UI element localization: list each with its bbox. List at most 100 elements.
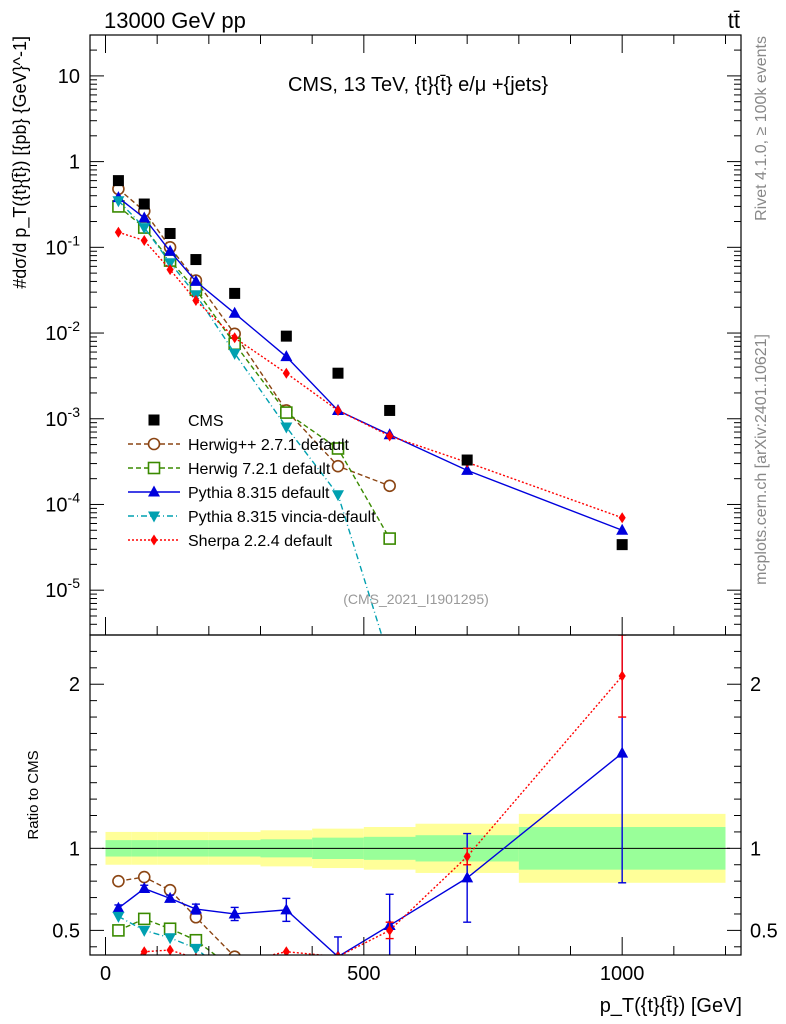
series-marker <box>383 532 396 545</box>
cms-point <box>190 254 202 266</box>
series-line <box>117 197 623 531</box>
legend-entry: Herwig 7.2.1 default <box>128 461 331 478</box>
series-marker <box>383 479 396 493</box>
header-left: 13000 GeV pp <box>104 8 246 33</box>
y-axis-label: #dσ/d p_T({t}{t̄}) [{pb} {GeV}^-1] <box>10 36 31 289</box>
cms-point <box>616 539 628 551</box>
legend-label: Sherpa 2.2.4 default <box>188 533 333 550</box>
series-marker <box>331 442 345 455</box>
series-line <box>118 231 623 519</box>
legend-entry: Pythia 8.315 default <box>128 485 330 502</box>
ratio-frame <box>89 634 742 956</box>
legend-label: CMS <box>188 413 224 430</box>
main-series <box>112 182 629 635</box>
legend-cms-marker <box>148 414 160 426</box>
ratio-marker <box>335 951 341 955</box>
y-tick-label: 1 <box>69 152 80 174</box>
legend-marker <box>150 534 158 546</box>
side-note-bottom: mcplots.cern.ch [arXiv:2401.10621] <box>753 334 770 585</box>
series-marker <box>112 196 125 208</box>
ratio-y-tick-label: 2 <box>69 674 80 696</box>
main-panel: 10 1 10-1 10-2 10-3 10-4 10-5 CMS, 13 TeV, {t}… <box>10 34 742 636</box>
series-marker <box>280 422 293 434</box>
series-marker <box>138 211 151 223</box>
ratio-series-line <box>117 752 623 955</box>
ratio-marker <box>112 901 125 913</box>
ratio-y-label: Ratio to CMS <box>25 750 42 839</box>
legend-entry: Pythia 8.315 vincia-default <box>128 509 376 526</box>
ratio-marker <box>112 924 125 937</box>
series-marker <box>140 235 148 247</box>
side-note-top: Rivet 4.1.0, ≥ 100k events <box>753 36 770 221</box>
series-marker <box>280 406 293 419</box>
series-marker <box>334 404 342 416</box>
cms-point <box>112 175 124 187</box>
y-tick-label: 10-4 <box>45 489 80 516</box>
cms-point <box>164 227 176 239</box>
series-marker <box>138 223 151 235</box>
legend-label: Pythia 8.315 vincia-default <box>188 509 376 526</box>
series-marker <box>386 430 394 442</box>
ratio-marker <box>163 922 177 936</box>
legend-label: Herwig++ 2.7.1 default <box>188 437 350 454</box>
series-marker <box>228 306 241 318</box>
ratio-marker <box>164 891 177 903</box>
ratio-y-tick-label-right: 1 <box>750 838 761 860</box>
y-tick-label: 10 <box>58 66 80 88</box>
ratio-series <box>112 635 629 955</box>
chart-title: CMS, 13 TeV, {t}{t̄} e/μ +{jets} <box>288 74 548 96</box>
ratio-marker <box>282 946 290 955</box>
analysis-watermark: (CMS_2021_I1901295) <box>343 591 489 607</box>
series-marker <box>192 294 200 306</box>
y-tick-label: 10-5 <box>45 575 80 602</box>
main-y-axis: 10 1 10-1 10-2 10-3 10-4 10-5 <box>45 34 741 636</box>
series-marker <box>332 490 344 502</box>
ratio-y-tick-label-right: 0.5 <box>750 920 778 942</box>
ratio-marker <box>618 670 626 682</box>
cms-point <box>332 367 344 379</box>
x-tick-label: 0 <box>100 963 111 985</box>
ratio-marker <box>228 950 241 955</box>
ratio-x-axis: 0 500 1000 <box>100 937 726 985</box>
cms-data-points <box>112 175 628 551</box>
ratio-marker <box>461 871 474 883</box>
y-tick-label: 10-1 <box>45 232 80 259</box>
series-marker <box>166 264 174 276</box>
ratio-marker <box>137 870 151 884</box>
header-right: tt̄ <box>728 8 740 33</box>
ratio-marker <box>138 925 151 937</box>
cms-point <box>280 330 292 342</box>
legend-label: Pythia 8.315 default <box>188 485 330 502</box>
series-marker <box>164 258 177 270</box>
legend-entry-cms: CMS <box>148 413 224 430</box>
series-marker <box>164 244 177 256</box>
ratio-marker <box>166 944 174 955</box>
series-marker <box>461 463 474 475</box>
ratio-y-tick-label: 1 <box>69 838 80 860</box>
ratio-marker <box>616 746 629 758</box>
legend-entry: Sherpa 2.2.4 default <box>128 533 333 550</box>
ratio-marker <box>137 912 151 926</box>
x-tick-label: 1000 <box>600 963 645 985</box>
legend-label: Herwig 7.2.1 default <box>188 461 331 478</box>
series-marker <box>280 350 293 362</box>
series-line <box>117 200 383 635</box>
legend-marker <box>147 437 161 451</box>
ratio-marker <box>112 911 125 923</box>
ratio-marker <box>189 902 202 914</box>
ratio-marker <box>228 907 241 919</box>
ratio-y-tick-label: 0.5 <box>52 920 80 942</box>
ratio-marker <box>386 924 394 936</box>
ratio-y-axis: 0.5 0.5 1 1 2 2 <box>52 650 778 948</box>
y-tick-label: 10-2 <box>45 318 80 345</box>
ratio-marker <box>140 946 148 955</box>
ratio-marker <box>112 874 125 888</box>
ratio-marker <box>189 943 202 955</box>
series-marker <box>114 226 122 238</box>
ratio-marker <box>463 851 471 863</box>
ratio-panel: 0.5 0.5 1 1 2 2 0 500 1000 Ratio to CMS p_T({t}… <box>25 634 778 1017</box>
ratio-marker <box>138 882 151 894</box>
ratio-series-line <box>118 876 235 955</box>
x-axis-label: p_T({t}{t̄}) [GeV] <box>600 995 742 1017</box>
legend-marker <box>148 485 160 497</box>
